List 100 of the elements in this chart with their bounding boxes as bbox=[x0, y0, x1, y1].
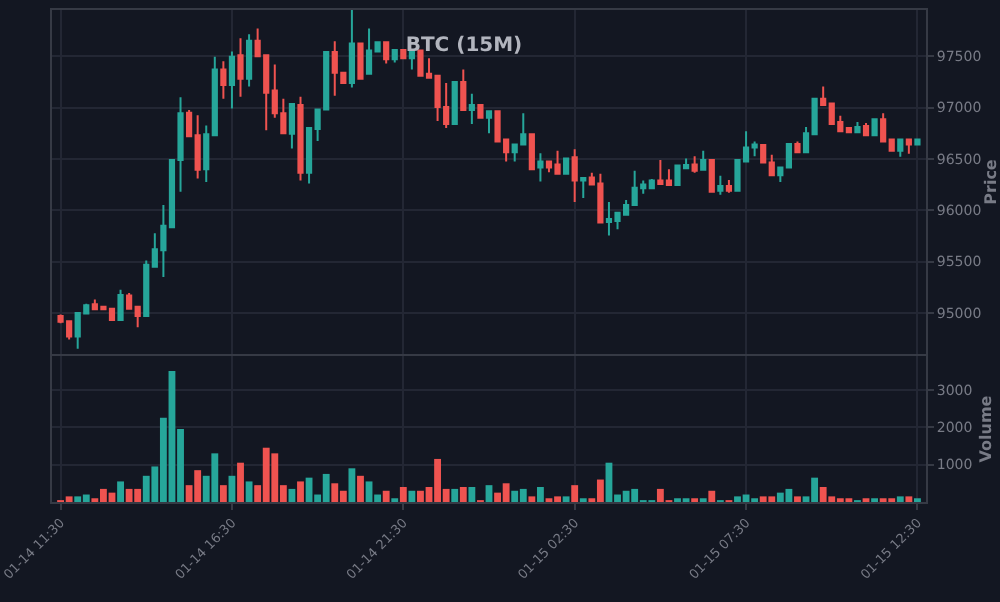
bar bbox=[622, 490, 630, 502]
candlestick bbox=[383, 40, 390, 65]
candlestick bbox=[725, 178, 733, 194]
bar bbox=[331, 483, 339, 502]
candlestick bbox=[862, 121, 870, 137]
bar bbox=[117, 481, 124, 502]
bar bbox=[819, 487, 827, 502]
bar bbox=[382, 490, 390, 502]
candlestick bbox=[468, 92, 475, 125]
bar bbox=[74, 496, 82, 502]
bar bbox=[451, 488, 459, 502]
candlestick bbox=[477, 103, 484, 120]
bar bbox=[768, 496, 776, 502]
bar bbox=[348, 468, 356, 502]
bar bbox=[571, 485, 579, 502]
bar bbox=[785, 488, 793, 502]
bar bbox=[399, 487, 407, 502]
candlestick bbox=[674, 164, 681, 187]
candlestick bbox=[708, 158, 715, 194]
bar bbox=[708, 490, 716, 502]
candlestick bbox=[417, 49, 424, 78]
bar bbox=[408, 490, 416, 502]
bar bbox=[245, 481, 253, 502]
candlestick bbox=[460, 68, 467, 112]
candlestick bbox=[648, 177, 655, 190]
candlestick bbox=[571, 148, 578, 204]
candlestick bbox=[854, 120, 861, 134]
bar bbox=[237, 462, 244, 502]
bar bbox=[125, 488, 133, 502]
candlestick bbox=[408, 49, 415, 71]
bar bbox=[905, 496, 913, 502]
bar bbox=[511, 490, 519, 502]
bar bbox=[65, 496, 73, 502]
bar bbox=[759, 496, 767, 502]
candlestick bbox=[597, 172, 604, 225]
bar bbox=[811, 477, 819, 502]
bar bbox=[434, 458, 442, 502]
text: BTC (15M) bbox=[405, 35, 523, 57]
candlestick bbox=[717, 174, 724, 196]
candlestick bbox=[691, 155, 698, 174]
candlestick bbox=[905, 137, 912, 155]
candlestick bbox=[331, 40, 338, 97]
bar bbox=[468, 487, 476, 502]
bar bbox=[262, 447, 270, 502]
candlestick bbox=[605, 201, 613, 237]
bar bbox=[459, 487, 467, 502]
candlestick bbox=[700, 149, 707, 172]
candlestick bbox=[348, 10, 355, 89]
bar bbox=[82, 494, 90, 502]
bar bbox=[417, 490, 424, 502]
candlestick bbox=[794, 140, 801, 154]
candlestick bbox=[117, 288, 124, 322]
bar bbox=[631, 488, 639, 502]
candlestick bbox=[914, 137, 921, 147]
bar bbox=[528, 496, 536, 502]
bar bbox=[297, 481, 304, 502]
candlestick bbox=[871, 117, 878, 137]
candlestick bbox=[545, 159, 553, 174]
bar bbox=[322, 473, 330, 502]
candlestick bbox=[485, 109, 493, 135]
candlestick bbox=[365, 27, 373, 76]
bar bbox=[536, 487, 544, 502]
bar bbox=[271, 453, 279, 502]
bar bbox=[734, 496, 741, 502]
bar bbox=[339, 490, 347, 502]
bar bbox=[776, 492, 784, 502]
candlestick bbox=[297, 95, 304, 182]
candlestick bbox=[897, 137, 904, 158]
candlestick bbox=[537, 152, 544, 183]
bar bbox=[519, 488, 527, 502]
candlestick bbox=[237, 37, 244, 98]
candlestick bbox=[657, 158, 664, 186]
bar bbox=[211, 453, 219, 502]
candlestick bbox=[451, 80, 458, 126]
candlestick bbox=[194, 114, 201, 180]
bar bbox=[562, 496, 570, 502]
bar bbox=[596, 479, 604, 502]
bar bbox=[554, 496, 561, 502]
candlestick bbox=[74, 310, 81, 350]
bar bbox=[794, 496, 801, 502]
bar bbox=[357, 475, 364, 502]
candlestick bbox=[580, 176, 587, 199]
candlestick bbox=[357, 41, 364, 81]
bar bbox=[194, 470, 202, 502]
bar bbox=[134, 488, 142, 502]
candlestick bbox=[245, 33, 253, 88]
candlestick bbox=[554, 149, 561, 176]
candlestick bbox=[528, 132, 535, 171]
candlestick bbox=[391, 48, 398, 64]
candlestick bbox=[563, 156, 570, 176]
candlestick bbox=[220, 60, 227, 100]
candlestick bbox=[665, 168, 673, 187]
candlestick bbox=[228, 50, 236, 110]
y-axis-title: Volume bbox=[976, 394, 995, 463]
bar bbox=[99, 488, 107, 502]
bar bbox=[219, 485, 227, 502]
candlestick bbox=[400, 48, 407, 60]
bar bbox=[896, 496, 904, 502]
bar bbox=[502, 483, 510, 502]
candlestick bbox=[288, 102, 296, 150]
